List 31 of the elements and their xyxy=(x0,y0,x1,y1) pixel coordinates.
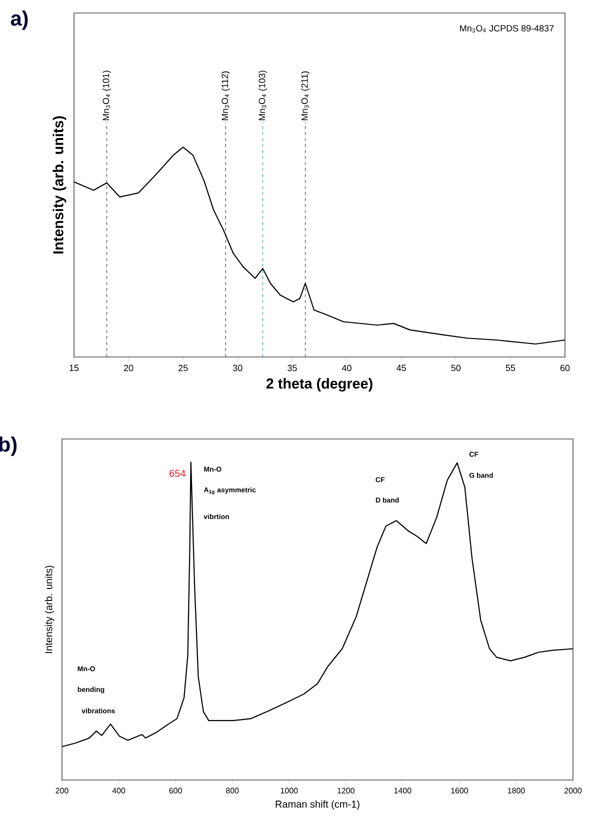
x-tick-label: 35 xyxy=(288,364,297,372)
ref-line-label: Mn$_{3}$O$_{4}$ (211) xyxy=(301,71,310,120)
ref-line-label: Mn$_{3}$O$_{4}$ (101) xyxy=(102,70,111,120)
chart-title: a) xyxy=(10,10,28,30)
y-axis-title: Intensity (arb. units) xyxy=(52,116,66,254)
x-tick-label: 600 xyxy=(169,788,182,794)
x-tick-label: 200 xyxy=(56,788,68,794)
x-tick-label: 15 xyxy=(70,364,79,372)
y-axis-title: Intensity (arb. units) xyxy=(44,566,54,653)
ref-line-label: Mn$_{3}$O$_{4}$ (112) xyxy=(221,71,230,120)
x-tick-label: 1600 xyxy=(451,788,468,794)
x-tick-label: 50 xyxy=(451,364,461,372)
x-axis-title: 2 theta (degree) xyxy=(266,378,372,392)
x-tick-label: 1000 xyxy=(280,788,298,794)
x-tick-label: 40 xyxy=(342,364,352,372)
text: Mn$_{3}$O$_{4}$ JCPDS 89-4837 xyxy=(460,25,554,33)
annotation: 654 xyxy=(170,470,186,477)
x-axis-title: Raman shift (cm-1) xyxy=(276,800,360,810)
x-tick-label: 1800 xyxy=(508,788,525,794)
x-tick-label: 30 xyxy=(233,364,242,372)
x-tick-label: 55 xyxy=(506,364,516,372)
x-tick-label: 1400 xyxy=(394,788,412,794)
x-tick-label: 25 xyxy=(178,364,188,372)
x-tick-label: 20 xyxy=(124,364,134,372)
x-tick-label: 1200 xyxy=(338,788,354,794)
x-tick-label: 400 xyxy=(112,788,126,794)
x-tick-label: 2000 xyxy=(564,788,582,794)
x-tick-label: 60 xyxy=(560,364,570,372)
ref-line-label: Mn$_{3}$O$_{4}$ (103) xyxy=(258,70,267,120)
x-tick-label: 45 xyxy=(396,364,406,372)
x-tick-label: 800 xyxy=(226,788,239,794)
